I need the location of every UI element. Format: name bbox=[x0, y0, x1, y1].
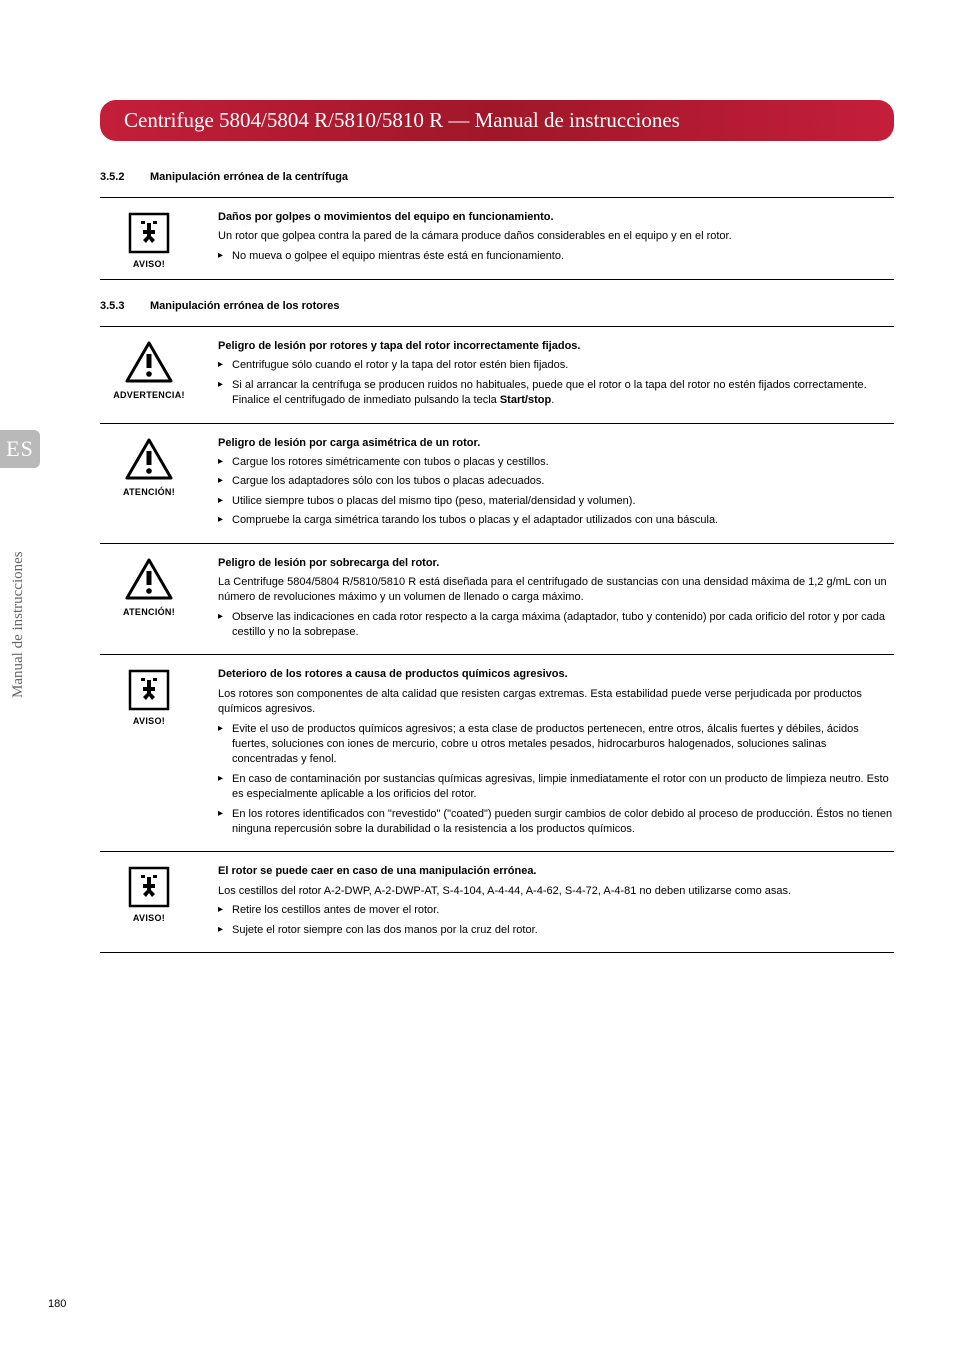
warning-bullet: Cargue los adaptadores sólo con los tubo… bbox=[218, 474, 894, 489]
warning-bullet-list: No mueva o golpee el equipo mientras ést… bbox=[218, 249, 894, 264]
page-title: Centrifuge 5804/5804 R/5810/5810 R — Man… bbox=[100, 100, 894, 141]
aviso-icon bbox=[128, 669, 170, 711]
warning-bullet-list: Centrifugue sólo cuando el rotor y la ta… bbox=[218, 358, 894, 408]
warning-paragraph: Los rotores son componentes de alta cali… bbox=[218, 687, 894, 718]
warning-triangle-icon bbox=[124, 438, 174, 482]
section-heading: 3.5.2Manipulación errónea de la centrífu… bbox=[100, 171, 894, 183]
warning-text-column: Peligro de lesión por sobrecarga del rot… bbox=[218, 556, 894, 645]
page-number: 180 bbox=[48, 1298, 66, 1310]
warning-icon-column: AVISO! bbox=[100, 210, 198, 269]
warning-level-label: AVISO! bbox=[100, 259, 198, 269]
warning-paragraph: Un rotor que golpea contra la pared de l… bbox=[218, 229, 894, 244]
warning-block: ATENCIÓN! Peligro de lesión por carga asi… bbox=[100, 423, 894, 543]
warning-block: AVISO! El rotor se puede caer en caso de … bbox=[100, 851, 894, 953]
warning-bullet: Sujete el rotor siempre con las dos mano… bbox=[218, 923, 894, 938]
warning-block: AVISO! Deterioro de los rotores a causa d… bbox=[100, 654, 894, 851]
side-tab: ES Manual de instrucciones bbox=[0, 430, 40, 698]
warning-block: ADVERTENCIA! Peligro de lesión por rotore… bbox=[100, 326, 894, 423]
warning-level-label: AVISO! bbox=[100, 913, 198, 923]
warning-title: Peligro de lesión por sobrecarga del rot… bbox=[218, 556, 894, 571]
warning-bullet: Cargue los rotores simétricamente con tu… bbox=[218, 455, 894, 470]
warning-level-label: ADVERTENCIA! bbox=[100, 390, 198, 400]
warning-bullet: En caso de contaminación por sustancias … bbox=[218, 772, 894, 803]
warning-bullet: Utilice siempre tubos o placas del mismo… bbox=[218, 494, 894, 509]
lang-badge: ES bbox=[0, 430, 40, 468]
warning-title: Daños por golpes o movimientos del equip… bbox=[218, 210, 894, 225]
warning-bullet-list: Retire los cestillos antes de mover el r… bbox=[218, 903, 894, 938]
warning-bullet-list: Evite el uso de productos químicos agres… bbox=[218, 722, 894, 838]
warning-paragraph: La Centrifuge 5804/5804 R/5810/5810 R es… bbox=[218, 575, 894, 606]
warning-bullet: En los rotores identificados con "revest… bbox=[218, 807, 894, 838]
warning-title: El rotor se puede caer en caso de una ma… bbox=[218, 864, 894, 879]
section-number: 3.5.3 bbox=[100, 300, 150, 312]
warning-text-column: Deterioro de los rotores a causa de prod… bbox=[218, 667, 894, 841]
warning-text-column: Peligro de lesión por carga asimétrica d… bbox=[218, 436, 894, 533]
warning-icon-column: ADVERTENCIA! bbox=[100, 339, 198, 413]
warning-bullet-list: Cargue los rotores simétricamente con tu… bbox=[218, 455, 894, 529]
warning-block: AVISO! Daños por golpes o movimientos del… bbox=[100, 197, 894, 280]
section-title: Manipulación errónea de la centrífuga bbox=[150, 171, 348, 183]
warning-triangle-icon bbox=[124, 341, 174, 385]
warning-block: ATENCIÓN! Peligro de lesión por sobrecarg… bbox=[100, 543, 894, 655]
warning-bullet: No mueva o golpee el equipo mientras ést… bbox=[218, 249, 894, 264]
section-heading: 3.5.3Manipulación errónea de los rotores bbox=[100, 300, 894, 312]
warning-title: Peligro de lesión por rotores y tapa del… bbox=[218, 339, 894, 354]
warning-text-column: Daños por golpes o movimientos del equip… bbox=[218, 210, 894, 269]
section-title: Manipulación errónea de los rotores bbox=[150, 300, 340, 312]
warning-level-label: ATENCIÓN! bbox=[100, 607, 198, 617]
warning-triangle-icon bbox=[124, 558, 174, 602]
warning-title: Deterioro de los rotores a causa de prod… bbox=[218, 667, 894, 682]
warning-bullet: Evite el uso de productos químicos agres… bbox=[218, 722, 894, 768]
sections-container: 3.5.2Manipulación errónea de la centrífu… bbox=[100, 171, 894, 953]
warning-level-label: ATENCIÓN! bbox=[100, 487, 198, 497]
warning-bullet: Compruebe la carga simétrica tarando los… bbox=[218, 513, 894, 528]
warning-bullet: Si al arrancar la centrífuga se producen… bbox=[218, 378, 894, 409]
warning-bullet: Centrifugue sólo cuando el rotor y la ta… bbox=[218, 358, 894, 373]
warning-text-column: Peligro de lesión por rotores y tapa del… bbox=[218, 339, 894, 413]
warning-text-column: El rotor se puede caer en caso de una ma… bbox=[218, 864, 894, 942]
warning-paragraph: Los cestillos del rotor A-2-DWP, A-2-DWP… bbox=[218, 884, 894, 899]
warning-bullet-list: Observe las indicaciones en cada rotor r… bbox=[218, 610, 894, 641]
warning-icon-column: ATENCIÓN! bbox=[100, 556, 198, 645]
warning-icon-column: AVISO! bbox=[100, 667, 198, 841]
aviso-icon bbox=[128, 866, 170, 908]
warning-bullet: Observe las indicaciones en cada rotor r… bbox=[218, 610, 894, 641]
warning-bullet: Retire los cestillos antes de mover el r… bbox=[218, 903, 894, 918]
warning-icon-column: AVISO! bbox=[100, 864, 198, 942]
page-content: Centrifuge 5804/5804 R/5810/5810 R — Man… bbox=[100, 0, 894, 953]
side-manual-text: Manual de instrucciones bbox=[10, 498, 27, 698]
warning-icon-column: ATENCIÓN! bbox=[100, 436, 198, 533]
aviso-icon bbox=[128, 212, 170, 254]
section-number: 3.5.2 bbox=[100, 171, 150, 183]
warning-title: Peligro de lesión por carga asimétrica d… bbox=[218, 436, 894, 451]
warning-level-label: AVISO! bbox=[100, 716, 198, 726]
